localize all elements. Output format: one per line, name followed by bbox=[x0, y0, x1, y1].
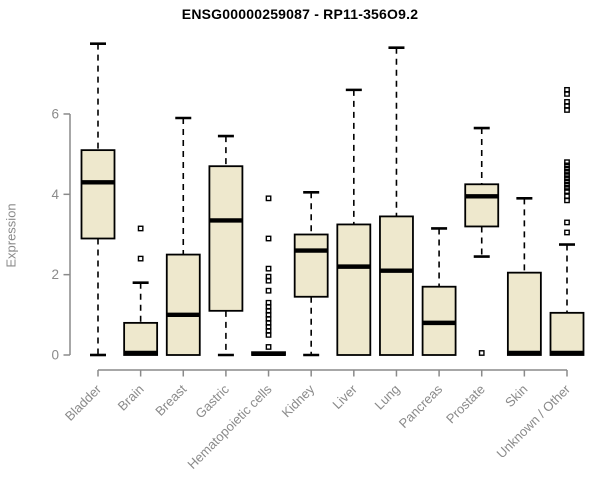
outlier-point bbox=[564, 188, 570, 195]
outlier-point bbox=[265, 287, 272, 294]
box-pancreas bbox=[421, 227, 457, 356]
x-tick-label-liver: Liver bbox=[329, 381, 360, 412]
x-tick-label-bladder: Bladder bbox=[62, 381, 105, 424]
outlier-point bbox=[564, 162, 570, 169]
box-skin bbox=[506, 197, 542, 356]
y-tick-label: 0 bbox=[51, 348, 59, 363]
y-tick-label: 4 bbox=[51, 187, 59, 202]
x-tick-label-kidney: Kidney bbox=[279, 381, 318, 420]
outlier-point bbox=[564, 159, 570, 166]
iqr-box bbox=[336, 223, 372, 356]
x-tick-label-lung: Lung bbox=[372, 382, 403, 413]
chart-title: ENSG00000259087 - RP11-356O9.2 bbox=[181, 6, 419, 22]
box-bladder bbox=[80, 42, 116, 357]
iqr-box bbox=[80, 149, 116, 240]
box-unknown-other bbox=[549, 86, 585, 356]
iqr-box bbox=[464, 183, 500, 228]
box-kidney bbox=[293, 191, 329, 357]
x-tick-label-gastric: Gastric bbox=[192, 381, 232, 421]
outlier-point bbox=[564, 184, 570, 191]
box-liver bbox=[336, 88, 372, 356]
outlier-point bbox=[564, 172, 570, 178]
y-axis: 0 2 4 6 bbox=[51, 106, 71, 363]
x-tick-label-brain: Brain bbox=[115, 382, 147, 414]
outlier-point bbox=[265, 265, 272, 272]
outlier-point bbox=[564, 107, 570, 113]
outlier-point bbox=[478, 350, 485, 356]
y-tick-label: 2 bbox=[51, 267, 59, 282]
x-tick-label-pancreas: Pancreas bbox=[396, 381, 446, 431]
x-tick-label-breast: Breast bbox=[152, 381, 189, 418]
outlier-point bbox=[564, 90, 570, 97]
iqr-box bbox=[293, 233, 329, 298]
outlier-point bbox=[564, 219, 570, 226]
iqr-box bbox=[506, 271, 542, 356]
iqr-box bbox=[379, 215, 414, 356]
x-tick-label-hematopoietic-cells: Hematopoietic cells bbox=[184, 381, 275, 472]
box-breast bbox=[165, 116, 201, 356]
iqr-box bbox=[165, 253, 201, 356]
box-hematopoietic-cells bbox=[251, 195, 286, 356]
outlier-point bbox=[564, 168, 570, 175]
x-tick-label-prostate: Prostate bbox=[443, 382, 488, 427]
outlier-point bbox=[265, 344, 272, 350]
iqr-box bbox=[208, 165, 244, 312]
box-brain bbox=[123, 225, 159, 356]
outlier-point bbox=[137, 225, 144, 232]
outlier-point bbox=[137, 255, 144, 262]
outlier-point bbox=[564, 197, 570, 204]
outlier-point bbox=[564, 175, 570, 182]
iqr-box bbox=[549, 311, 585, 356]
outlier-point bbox=[265, 277, 272, 284]
outlier-point bbox=[564, 181, 570, 188]
box-lung bbox=[379, 46, 414, 356]
y-tick-label: 6 bbox=[51, 106, 59, 121]
box-gastric bbox=[208, 134, 244, 357]
outlier-point bbox=[265, 195, 272, 202]
box-prostate bbox=[464, 126, 500, 356]
iqr-box bbox=[123, 321, 159, 356]
x-tick-label-skin: Skin bbox=[502, 382, 530, 410]
outlier-point bbox=[564, 178, 570, 185]
outlier-point bbox=[564, 165, 570, 172]
x-tick-label-unknown-other: Unknown / Other bbox=[494, 381, 574, 461]
outlier-point bbox=[564, 229, 570, 236]
outlier-point bbox=[265, 332, 272, 338]
outlier-point bbox=[265, 235, 272, 242]
